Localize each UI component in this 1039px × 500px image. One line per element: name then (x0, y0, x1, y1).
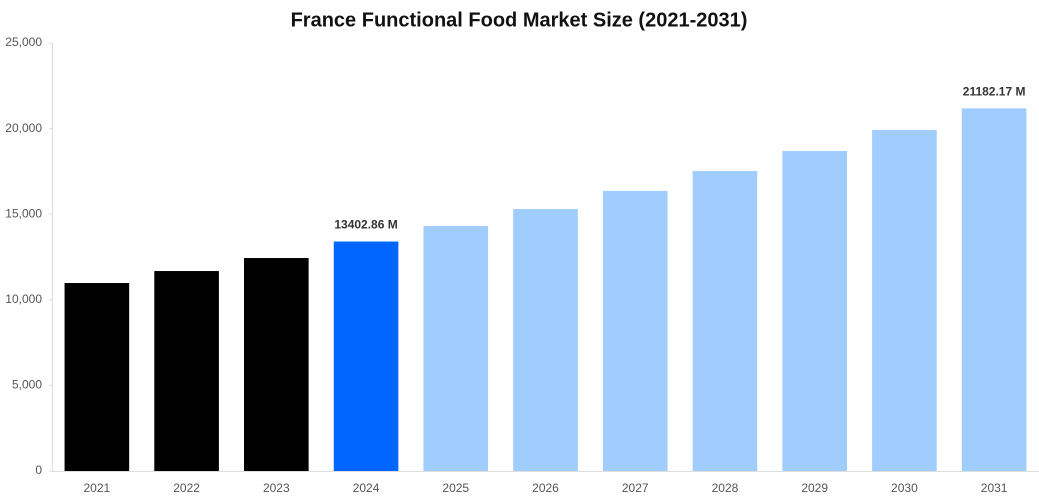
bar (872, 129, 937, 471)
x-tick-label: 2027 (622, 481, 649, 495)
bar (961, 108, 1027, 471)
x-tick-label: 2025 (442, 481, 469, 495)
bar (154, 271, 219, 471)
x-tick-label: 2026 (532, 481, 559, 495)
bar (602, 190, 668, 471)
bar (782, 151, 847, 471)
data-label: 21182.17 M (963, 85, 1026, 99)
bar (244, 258, 309, 471)
y-tick-label: 10,000 (5, 292, 42, 306)
data-label: 13402.86 M (334, 218, 397, 232)
y-tick-label: 5,000 (12, 378, 42, 392)
bar (64, 283, 130, 471)
x-tick-label: 2030 (891, 481, 918, 495)
y-tick-label: 15,000 (5, 206, 42, 220)
x-tick-label: 2023 (263, 481, 290, 495)
bar (692, 171, 758, 471)
bar (423, 226, 489, 471)
x-tick-label: 2024 (353, 481, 380, 495)
y-tick-label: 20,000 (5, 121, 42, 135)
x-tick-label: 2028 (712, 481, 739, 495)
x-tick-label: 2031 (981, 481, 1008, 495)
x-tick-label: 2021 (84, 481, 111, 495)
x-tick-label: 2029 (801, 481, 828, 495)
y-tick-label: 25,000 (5, 35, 42, 49)
x-tick-label: 2022 (173, 481, 200, 495)
chart-title: France Functional Food Market Size (2021… (291, 9, 748, 31)
bar (513, 209, 578, 471)
bar (333, 241, 399, 471)
y-tick-label: 0 (35, 463, 42, 477)
